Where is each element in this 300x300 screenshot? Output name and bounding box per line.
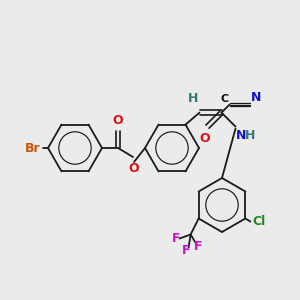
Text: N: N	[236, 129, 246, 142]
Text: H: H	[244, 129, 255, 142]
Text: O: O	[199, 132, 210, 145]
Text: F: F	[172, 232, 181, 245]
Text: F: F	[182, 244, 191, 257]
Text: F: F	[194, 240, 203, 253]
Text: C: C	[220, 94, 229, 103]
Text: N: N	[250, 91, 261, 103]
Text: H: H	[188, 92, 199, 105]
Text: Br: Br	[26, 142, 41, 154]
Text: O: O	[113, 114, 123, 127]
Text: O: O	[129, 162, 139, 175]
Text: Cl: Cl	[252, 215, 266, 228]
